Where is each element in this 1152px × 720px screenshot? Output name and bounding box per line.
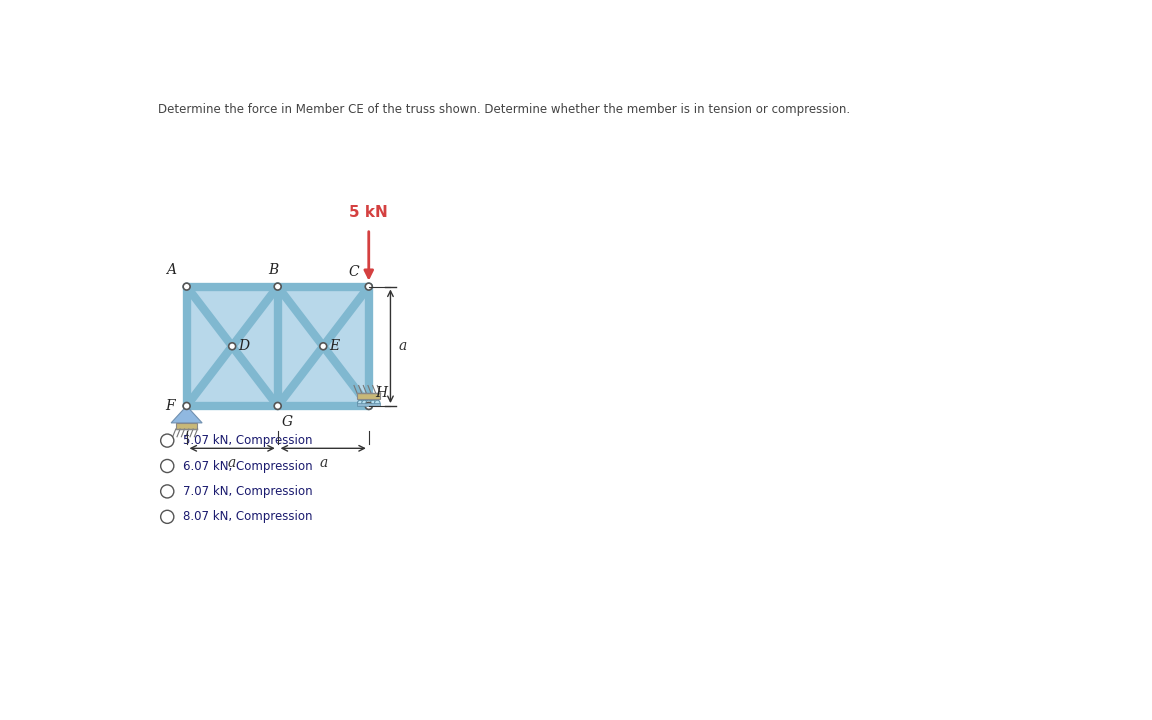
Text: H: H — [374, 386, 387, 400]
Text: a: a — [399, 339, 407, 354]
Circle shape — [160, 459, 174, 472]
Text: 5.07 kN, Compression: 5.07 kN, Compression — [183, 434, 312, 447]
Circle shape — [374, 400, 380, 405]
Text: B: B — [268, 263, 279, 276]
Circle shape — [274, 283, 281, 290]
Bar — [176, 423, 197, 429]
Circle shape — [357, 400, 363, 405]
Circle shape — [365, 402, 372, 410]
Text: Determine the force in Member CE of the truss shown. Determine whether the membe: Determine the force in Member CE of the … — [158, 104, 850, 117]
Circle shape — [160, 510, 174, 523]
Bar — [357, 403, 380, 406]
Text: 6.07 kN, Compression: 6.07 kN, Compression — [183, 459, 312, 472]
Text: C: C — [349, 265, 359, 279]
Bar — [357, 393, 380, 400]
Circle shape — [228, 343, 236, 350]
Circle shape — [274, 402, 281, 410]
Circle shape — [160, 434, 174, 447]
Circle shape — [160, 485, 174, 498]
Text: F: F — [166, 399, 175, 413]
Text: E: E — [329, 339, 340, 354]
Circle shape — [370, 400, 376, 405]
Text: a: a — [228, 456, 236, 470]
Text: A: A — [167, 263, 176, 276]
Text: 8.07 kN, Compression: 8.07 kN, Compression — [183, 510, 312, 523]
Circle shape — [366, 400, 371, 405]
Circle shape — [320, 343, 327, 350]
Text: 7.07 kN, Compression: 7.07 kN, Compression — [183, 485, 312, 498]
Circle shape — [365, 283, 372, 290]
Polygon shape — [172, 406, 202, 423]
Text: G: G — [281, 415, 293, 429]
Circle shape — [183, 283, 190, 290]
Text: a: a — [319, 456, 327, 470]
Text: 5 kN: 5 kN — [349, 204, 388, 220]
Circle shape — [183, 402, 190, 410]
Text: D: D — [238, 339, 250, 354]
Polygon shape — [187, 287, 369, 406]
Circle shape — [362, 400, 367, 405]
